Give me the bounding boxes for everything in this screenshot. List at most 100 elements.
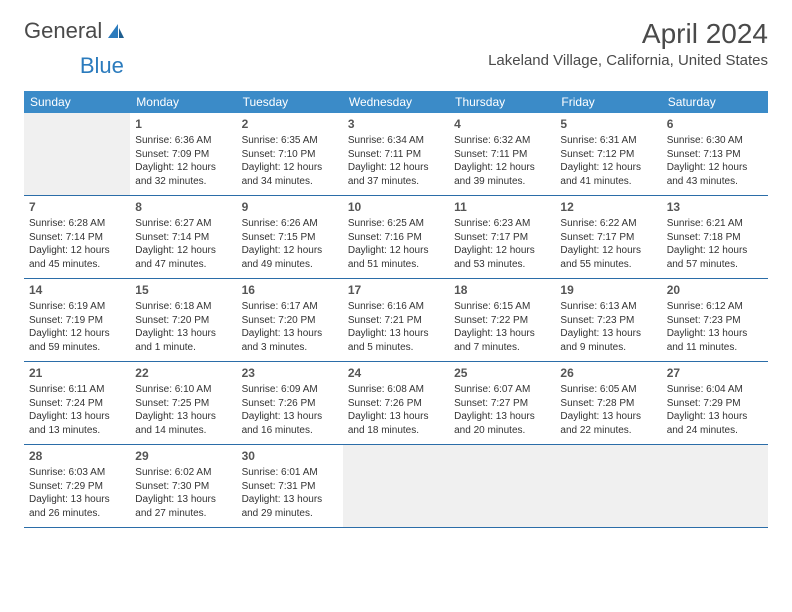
sunset-line: Sunset: 7:31 PM <box>242 480 338 494</box>
sunrise-line: Sunrise: 6:27 AM <box>135 217 231 231</box>
sunrise-line: Sunrise: 6:28 AM <box>29 217 125 231</box>
calendar-day-cell: 5Sunrise: 6:31 AMSunset: 7:12 PMDaylight… <box>555 113 661 195</box>
calendar-row: 28 Sunrise: 6:03 AMSunset: 7:29 PM Dayligh… <box>24 445 768 528</box>
day-number: 8 <box>135 199 231 215</box>
daylight-line: Daylight: 13 hours and 27 minutes. <box>135 493 231 520</box>
calendar-day-cell: 15Sunrise: 6:18 AMSunset: 7:20 PMDayligh… <box>130 279 236 361</box>
sunset-line: Sunset: 7:27 PM <box>454 397 550 411</box>
sunset-line: Sunset: 7:30 PM <box>135 480 231 494</box>
sunrise-line: Sunrise: 6:17 AM <box>242 300 338 314</box>
day-number: 21 <box>29 365 125 381</box>
daylight-line: Daylight: 12 hours and 49 minutes. <box>242 244 338 271</box>
calendar-day-cell: 11Sunrise: 6:23 AMSunset: 7:17 PMDayligh… <box>449 196 555 278</box>
day-number: 1 <box>135 116 231 132</box>
calendar-day-cell: 6Sunrise: 6:30 AMSunset: 7:13 PMDaylight… <box>662 113 768 195</box>
calendar-day-cell: 13Sunrise: 6:21 AMSunset: 7:18 PMDayligh… <box>662 196 768 278</box>
daylight-line: Daylight: 13 hours and 13 minutes. <box>29 410 125 437</box>
logo-text-a: General <box>24 18 102 44</box>
sunrise-line: Sunrise: 6:21 AM <box>667 217 763 231</box>
daylight-line: Daylight: 13 hours and 18 minutes. <box>348 410 444 437</box>
sunset-line: Sunset: 7:10 PM <box>242 148 338 162</box>
calendar-day-cell: 23Sunrise: 6:09 AMSunset: 7:26 PMDayligh… <box>237 362 343 444</box>
calendar-day-cell: 10Sunrise: 6:25 AMSunset: 7:16 PMDayligh… <box>343 196 449 278</box>
sunset-line: Sunset: 7:11 PM <box>454 148 550 162</box>
sunrise-line: Sunrise: 6:36 AM <box>135 134 231 148</box>
sunset-line: Sunset: 7:23 PM <box>560 314 656 328</box>
title-block: April 2024 Lakeland Village, California,… <box>488 18 768 69</box>
daylight-line: Daylight: 12 hours and 43 minutes. <box>667 161 763 188</box>
day-number: 14 <box>29 282 125 298</box>
day-number: 20 <box>667 282 763 298</box>
day-number: 6 <box>667 116 763 132</box>
day-number: 17 <box>348 282 444 298</box>
day-number: 27 <box>667 365 763 381</box>
day-number: 28 <box>29 448 125 464</box>
sunrise-line: Sunrise: 6:15 AM <box>454 300 550 314</box>
day-number: 5 <box>560 116 656 132</box>
weekday-header: Monday <box>130 91 236 113</box>
calendar-day-cell: 27Sunrise: 6:04 AMSunset: 7:29 PMDayligh… <box>662 362 768 444</box>
daylight-line: Daylight: 12 hours and 59 minutes. <box>29 327 125 354</box>
day-number: 2 <box>242 116 338 132</box>
sunset-line: Sunset: 7:29 PM <box>29 480 125 494</box>
daylight-line: Daylight: 12 hours and 51 minutes. <box>348 244 444 271</box>
day-number: 7 <box>29 199 125 215</box>
day-number: 29 <box>135 448 231 464</box>
day-number: 19 <box>560 282 656 298</box>
sunrise-line: Sunrise: 6:30 AM <box>667 134 763 148</box>
calendar-day-cell: 22Sunrise: 6:10 AMSunset: 7:25 PMDayligh… <box>130 362 236 444</box>
day-number: 4 <box>454 116 550 132</box>
sunset-line: Sunset: 7:11 PM <box>348 148 444 162</box>
calendar-day-cell: 12Sunrise: 6:22 AMSunset: 7:17 PMDayligh… <box>555 196 661 278</box>
weekday-header: Tuesday <box>237 91 343 113</box>
sunset-line: Sunset: 7:17 PM <box>560 231 656 245</box>
sunrise-line: Sunrise: 6:19 AM <box>29 300 125 314</box>
sunrise-line: Sunrise: 6:23 AM <box>454 217 550 231</box>
weekday-header: Friday <box>555 91 661 113</box>
daylight-line: Daylight: 13 hours and 22 minutes. <box>560 410 656 437</box>
day-number: 23 <box>242 365 338 381</box>
sunset-line: Sunset: 7:17 PM <box>454 231 550 245</box>
calendar-day-cell: 20Sunrise: 6:12 AMSunset: 7:23 PMDayligh… <box>662 279 768 361</box>
calendar-row: 21Sunrise: 6:11 AMSunset: 7:24 PMDayligh… <box>24 362 768 445</box>
weekday-header: Thursday <box>449 91 555 113</box>
calendar-page: General April 2024 Lakeland Village, Cal… <box>0 0 792 546</box>
month-title: April 2024 <box>488 18 768 50</box>
daylight-line: Daylight: 13 hours and 29 minutes. <box>242 493 338 520</box>
daylight-line: Daylight: 12 hours and 39 minutes. <box>454 161 550 188</box>
sunrise-line: Sunrise: 6:11 AM <box>29 383 125 397</box>
calendar-day-cell: 29Sunrise: 6:02 AMSunset: 7:30 PMDayligh… <box>130 445 236 527</box>
day-number: 9 <box>242 199 338 215</box>
logo: General <box>24 18 128 44</box>
daylight-line: Daylight: 13 hours and 24 minutes. <box>667 410 763 437</box>
sunrise-line: Sunrise: 6:04 AM <box>667 383 763 397</box>
daylight-line: Daylight: 13 hours and 20 minutes. <box>454 410 550 437</box>
sunrise-line: Sunrise: 6:03 AM <box>29 466 125 480</box>
calendar-day-cell: 2Sunrise: 6:35 AMSunset: 7:10 PMDaylight… <box>237 113 343 195</box>
sunrise-line: Sunrise: 6:01 AM <box>242 466 338 480</box>
day-number: 18 <box>454 282 550 298</box>
sunset-line: Sunset: 7:14 PM <box>135 231 231 245</box>
sunset-line: Sunset: 7:22 PM <box>454 314 550 328</box>
day-number: 25 <box>454 365 550 381</box>
calendar-day-cell: 26Sunrise: 6:05 AMSunset: 7:28 PMDayligh… <box>555 362 661 444</box>
daylight-line: Daylight: 13 hours and 1 minute. <box>135 327 231 354</box>
sunrise-line: Sunrise: 6:25 AM <box>348 217 444 231</box>
day-number: 12 <box>560 199 656 215</box>
daylight-line: Daylight: 13 hours and 11 minutes. <box>667 327 763 354</box>
sunset-line: Sunset: 7:25 PM <box>135 397 231 411</box>
calendar-day-cell: 16Sunrise: 6:17 AMSunset: 7:20 PMDayligh… <box>237 279 343 361</box>
calendar-day-cell: 17Sunrise: 6:16 AMSunset: 7:21 PMDayligh… <box>343 279 449 361</box>
calendar-empty-cell <box>449 445 555 527</box>
calendar-empty-cell <box>24 113 130 195</box>
sunset-line: Sunset: 7:28 PM <box>560 397 656 411</box>
calendar-day-cell: 1Sunrise: 6:36 AMSunset: 7:09 PMDaylight… <box>130 113 236 195</box>
sunrise-line: Sunrise: 6:13 AM <box>560 300 656 314</box>
sunrise-line: Sunrise: 6:09 AM <box>242 383 338 397</box>
calendar-row: 14Sunrise: 6:19 AMSunset: 7:19 PMDayligh… <box>24 279 768 362</box>
sunset-line: Sunset: 7:09 PM <box>135 148 231 162</box>
daylight-line: Daylight: 13 hours and 16 minutes. <box>242 410 338 437</box>
sunset-line: Sunset: 7:19 PM <box>29 314 125 328</box>
day-number: 15 <box>135 282 231 298</box>
weekday-header: Sunday <box>24 91 130 113</box>
